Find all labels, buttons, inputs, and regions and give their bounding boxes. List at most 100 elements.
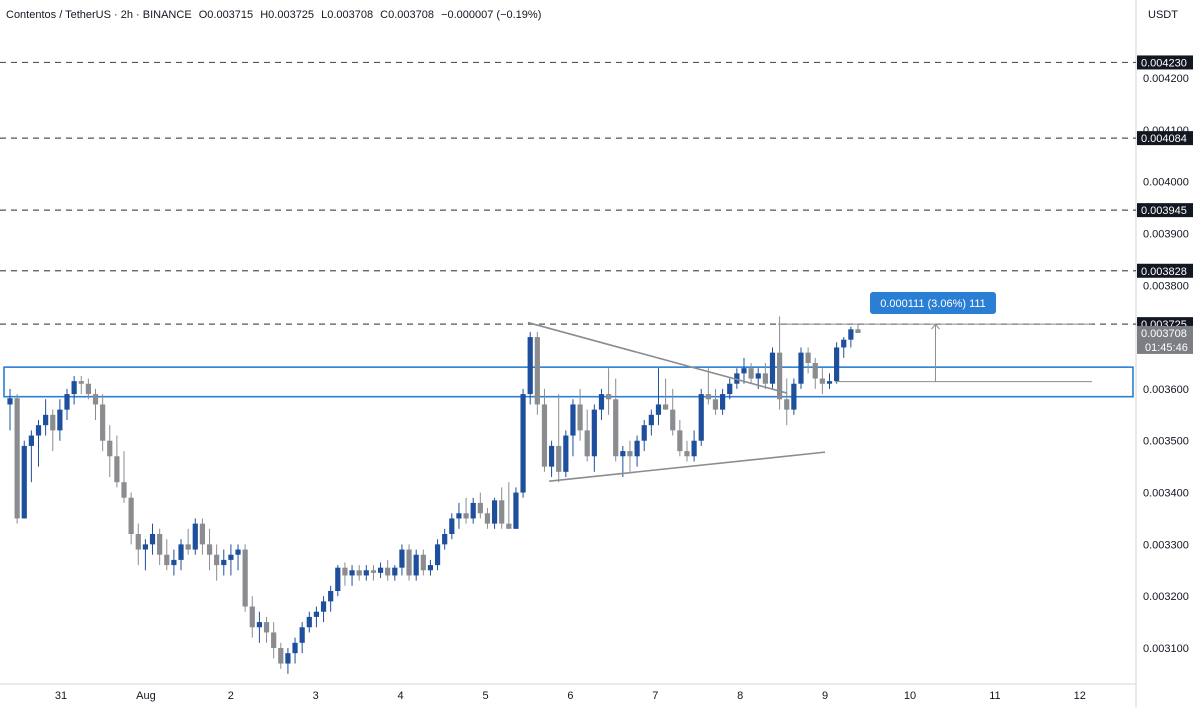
candle-body[interactable] <box>734 373 740 384</box>
candle-body[interactable] <box>7 398 13 405</box>
candle-body[interactable] <box>263 622 270 633</box>
candle-body[interactable] <box>420 554 426 571</box>
candle-body[interactable] <box>107 440 113 457</box>
candle-body[interactable] <box>328 591 334 602</box>
candle-body[interactable] <box>385 567 391 576</box>
candle-body[interactable] <box>698 394 704 441</box>
candle-body[interactable] <box>206 544 213 555</box>
candle-body[interactable] <box>705 394 711 400</box>
candle-body[interactable] <box>762 373 768 384</box>
candle-body[interactable] <box>349 570 355 576</box>
candle-body[interactable] <box>306 616 312 628</box>
currency-unit-label[interactable]: USDT <box>1148 9 1178 21</box>
candle-body[interactable] <box>463 513 469 519</box>
candle-body[interactable] <box>135 534 141 550</box>
candle-body[interactable] <box>777 352 783 400</box>
candle-body[interactable] <box>271 632 277 648</box>
candle-body[interactable] <box>221 559 227 566</box>
candle-body[interactable] <box>791 383 797 410</box>
candle-body[interactable] <box>149 534 156 545</box>
candle-body[interactable] <box>513 492 519 529</box>
candle-body[interactable] <box>64 394 70 410</box>
candle-body[interactable] <box>299 627 305 643</box>
candle-body[interactable] <box>826 381 833 384</box>
candle-body[interactable] <box>605 394 612 400</box>
candle-body[interactable] <box>648 414 654 426</box>
candle-body[interactable] <box>848 329 854 340</box>
candle-body[interactable] <box>748 368 754 379</box>
candle-body[interactable] <box>285 653 291 664</box>
candle-body[interactable] <box>784 399 790 410</box>
candle-body[interactable] <box>527 337 533 395</box>
candle-body[interactable] <box>720 394 726 410</box>
candle-body[interactable] <box>520 394 526 493</box>
candle-body[interactable] <box>21 445 27 519</box>
candle-body[interactable] <box>641 425 647 441</box>
candle-body[interactable] <box>499 500 505 524</box>
candle-body[interactable] <box>691 440 697 457</box>
candle-body[interactable] <box>484 513 491 524</box>
candle-body[interactable] <box>214 554 220 566</box>
candle-body[interactable] <box>834 347 840 382</box>
candle-body[interactable] <box>242 549 248 607</box>
candle-body[interactable] <box>434 544 441 566</box>
candle-body[interactable] <box>477 502 483 514</box>
candle-body[interactable] <box>413 554 419 576</box>
candle-body[interactable] <box>684 451 690 457</box>
candle-body[interactable] <box>598 394 605 410</box>
candle-body[interactable] <box>449 518 455 534</box>
candle-body[interactable] <box>741 368 747 374</box>
candle-body[interactable] <box>192 523 198 550</box>
candle-body[interactable] <box>356 570 362 576</box>
candle-body[interactable] <box>35 425 42 436</box>
candle-body[interactable] <box>313 611 320 617</box>
candle-body[interactable] <box>335 567 341 591</box>
candle-body[interactable] <box>556 445 562 472</box>
candle-body[interactable] <box>534 337 540 405</box>
candle-body[interactable] <box>370 570 377 573</box>
candle-body[interactable] <box>71 381 77 395</box>
candle-body[interactable] <box>199 523 206 545</box>
candle-body[interactable] <box>377 567 384 573</box>
candle-body[interactable] <box>171 559 177 566</box>
candle-body[interactable] <box>727 383 733 395</box>
candle-body[interactable] <box>57 409 63 431</box>
candle-body[interactable] <box>442 534 448 545</box>
demand-zone-box[interactable] <box>3 366 1134 398</box>
measure-label-box[interactable] <box>870 292 996 314</box>
candle-body[interactable] <box>363 570 369 576</box>
candle-body[interactable] <box>812 363 818 379</box>
candle-body[interactable] <box>855 329 861 333</box>
candle-body[interactable] <box>392 567 398 576</box>
candle-body[interactable] <box>228 554 234 560</box>
candle-body[interactable] <box>78 381 84 384</box>
candle-body[interactable] <box>662 404 669 410</box>
candle-body[interactable] <box>591 409 597 457</box>
candle-body[interactable] <box>342 567 348 576</box>
candle-body[interactable] <box>256 622 263 628</box>
candle-body[interactable] <box>185 544 191 550</box>
candle-body[interactable] <box>577 404 583 431</box>
candle-body[interactable] <box>755 373 761 379</box>
candle-body[interactable] <box>570 404 576 436</box>
candle-body[interactable] <box>100 404 106 441</box>
candle-body[interactable] <box>841 339 847 348</box>
candle-body[interactable] <box>805 352 811 363</box>
candle-body[interactable] <box>14 398 20 519</box>
triangle-lower-trendline[interactable] <box>549 451 826 482</box>
candle-body[interactable] <box>43 414 49 426</box>
candle-body[interactable] <box>798 352 804 384</box>
candle-body[interactable] <box>627 451 633 457</box>
candle-body[interactable] <box>406 549 412 576</box>
candle-body[interactable] <box>50 414 56 431</box>
candle-body[interactable] <box>249 606 255 628</box>
candle-body[interactable] <box>655 404 662 415</box>
candle-body[interactable] <box>712 399 719 410</box>
candle-body[interactable] <box>114 456 120 483</box>
candle-body[interactable] <box>320 601 327 612</box>
candle-body[interactable] <box>670 409 676 431</box>
candle-body[interactable] <box>613 399 619 457</box>
candle-body[interactable] <box>235 549 241 555</box>
candle-body[interactable] <box>470 502 476 519</box>
